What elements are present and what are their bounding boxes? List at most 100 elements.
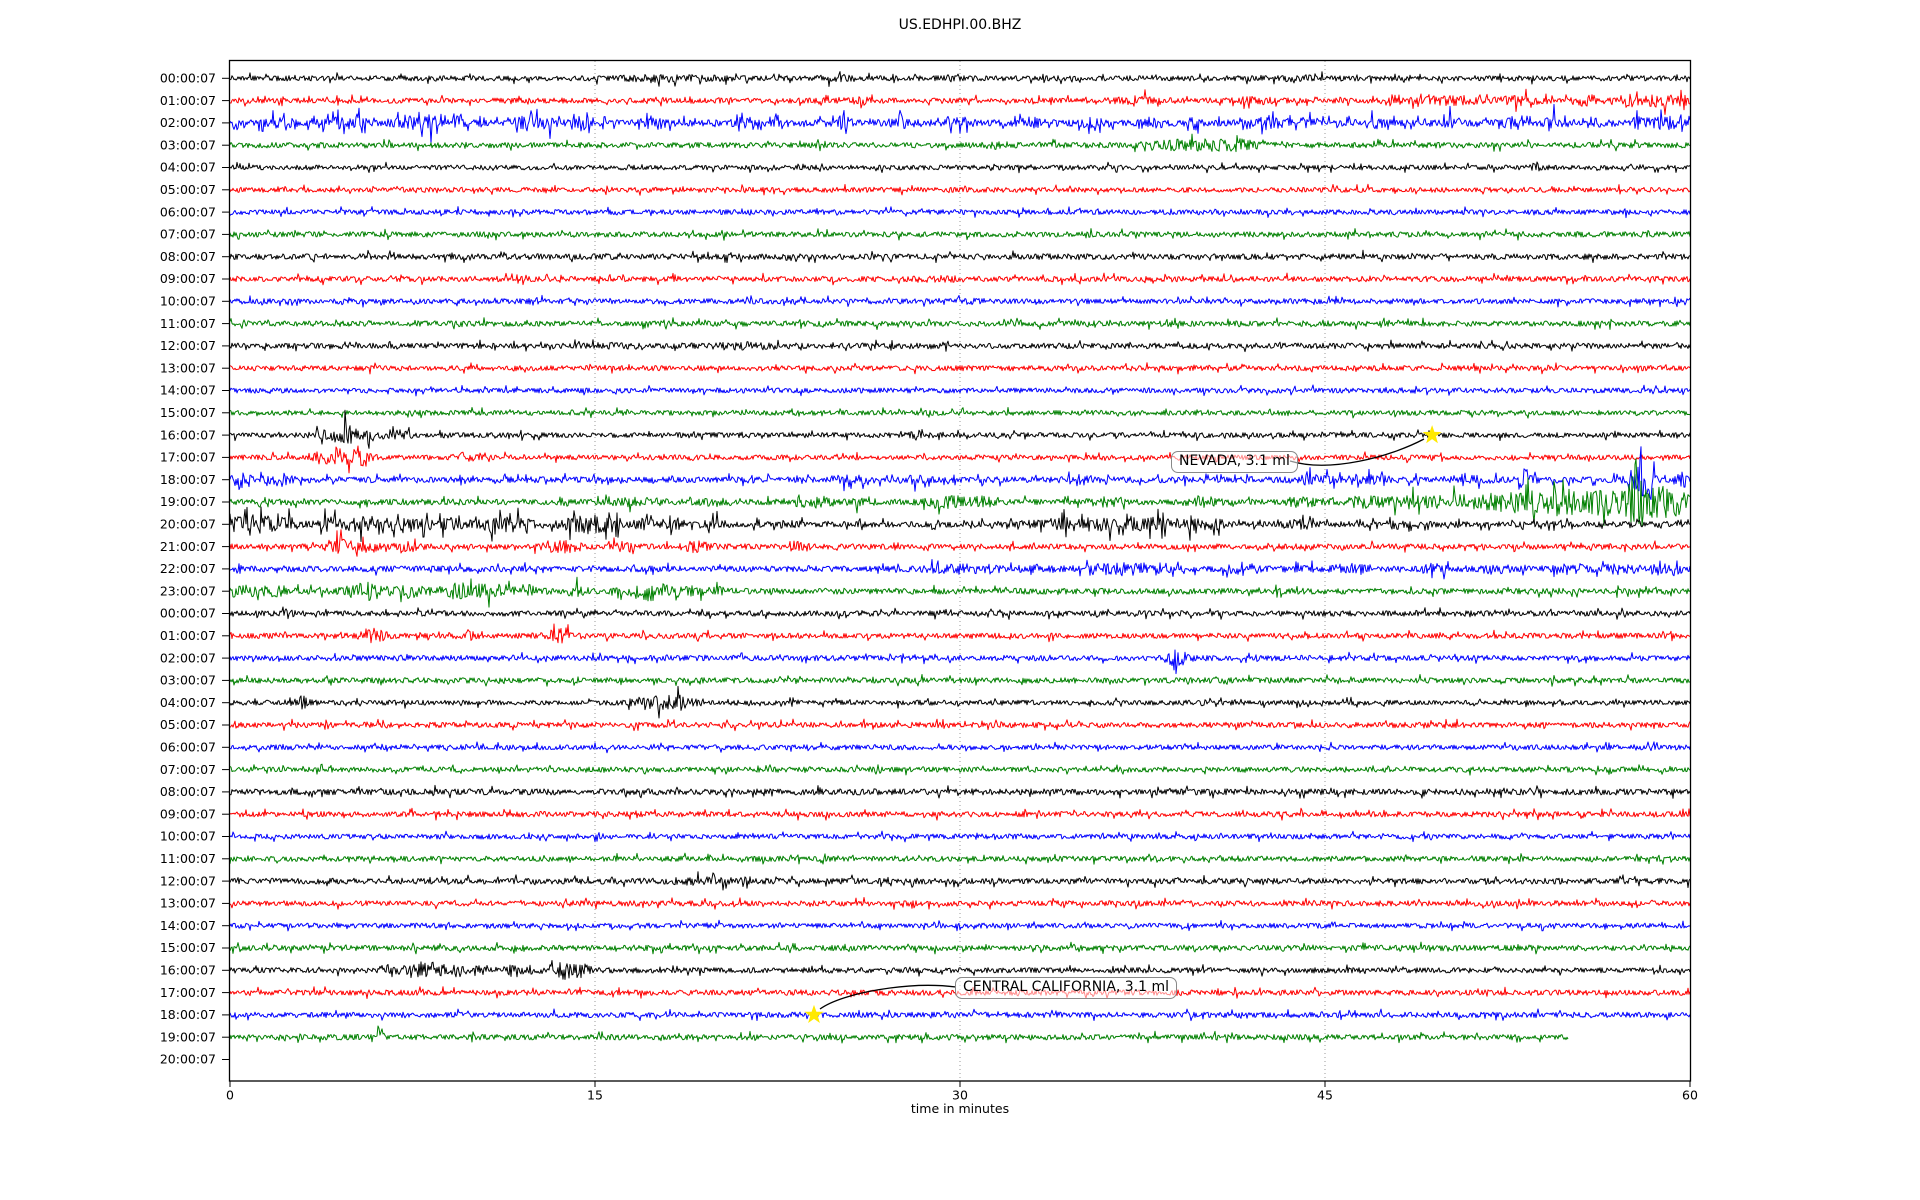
trace-row <box>229 228 1691 241</box>
trace-row <box>229 294 1691 308</box>
y-tick-label: 13:00:07 <box>160 360 216 375</box>
trace-row <box>229 741 1691 754</box>
y-tick-label: 05:00:07 <box>160 182 216 197</box>
y-tick-label: 04:00:07 <box>160 695 216 710</box>
trace-row <box>229 409 1691 449</box>
trace-row <box>229 206 1691 219</box>
x-tick-label: 0 <box>226 1088 234 1103</box>
y-tick-label: 16:00:07 <box>160 963 216 978</box>
y-tick-label: 09:00:07 <box>160 271 216 286</box>
y-tick-label: 22:00:07 <box>160 561 216 576</box>
x-tick-label: 30 <box>952 1088 968 1103</box>
y-tick-label: 21:00:07 <box>160 539 216 554</box>
y-tick-label: 19:00:07 <box>160 494 216 509</box>
trace-row <box>229 674 1691 687</box>
trace-row <box>229 807 1691 821</box>
chart-title: US.EDHPI.00.BHZ <box>898 17 1022 33</box>
y-tick-label: 00:00:07 <box>160 606 216 621</box>
trace-row <box>229 576 1691 608</box>
trace-row <box>229 506 1691 542</box>
event-annotation-nevada: NEVADA, 3.1 ml <box>1171 451 1298 473</box>
trace-row <box>229 960 1691 980</box>
trace-row <box>229 718 1691 732</box>
trace-row <box>229 133 1691 153</box>
trace-row <box>229 852 1691 865</box>
y-tick-label: 12:00:07 <box>160 338 216 353</box>
trace-row <box>229 919 1691 932</box>
trace-row <box>229 161 1691 174</box>
trace-row <box>229 249 1691 264</box>
y-tick-label: 12:00:07 <box>160 873 216 888</box>
trace-row <box>229 458 1691 527</box>
y-tick-label: 03:00:07 <box>160 137 216 152</box>
y-tick-label: 17:00:07 <box>160 450 216 465</box>
y-tick-label: 04:00:07 <box>160 160 216 175</box>
y-tick-label: 01:00:07 <box>160 628 216 643</box>
trace-row <box>229 529 1691 557</box>
y-tick-label: 18:00:07 <box>160 472 216 487</box>
y-tick-label: 00:00:07 <box>160 71 216 86</box>
y-tick-label: 05:00:07 <box>160 717 216 732</box>
trace-row <box>229 339 1691 353</box>
y-tick-label: 14:00:07 <box>160 918 216 933</box>
y-tick-label: 06:00:07 <box>160 204 216 219</box>
y-tick-label: 02:00:07 <box>160 115 216 130</box>
x-tick-label: 15 <box>587 1088 603 1103</box>
trace-row <box>229 88 1691 115</box>
y-tick-label: 18:00:07 <box>160 1007 216 1022</box>
y-tick-label: 13:00:07 <box>160 896 216 911</box>
trace-row <box>229 103 1691 144</box>
trace-row <box>229 272 1691 286</box>
y-tick-label: 08:00:07 <box>160 249 216 264</box>
y-tick-label: 14:00:07 <box>160 383 216 398</box>
y-tick-label: 03:00:07 <box>160 673 216 688</box>
trace-row <box>229 446 1691 500</box>
y-tick-label: 07:00:07 <box>160 227 216 242</box>
trace-row <box>229 384 1691 397</box>
event-annotation-central-california: CENTRAL CALIFORNIA, 3.1 ml <box>955 977 1178 999</box>
trace-row <box>229 763 1691 776</box>
y-tick-label: 15:00:07 <box>160 940 216 955</box>
trace-row <box>229 559 1691 580</box>
trace-row <box>229 897 1691 910</box>
y-tick-label: 02:00:07 <box>160 650 216 665</box>
y-tick-label: 09:00:07 <box>160 806 216 821</box>
annotation-connector <box>819 984 957 1010</box>
y-tick-label: 23:00:07 <box>160 583 216 598</box>
x-tick-label: 60 <box>1682 1088 1698 1103</box>
y-tick-label: 20:00:07 <box>160 1052 216 1067</box>
trace-row <box>229 407 1691 419</box>
trace-row <box>229 362 1691 375</box>
y-tick-label: 16:00:07 <box>160 427 216 442</box>
trace-row <box>229 871 1691 891</box>
event-star-icon <box>804 1004 824 1023</box>
x-axis-label: time in minutes <box>910 1101 1010 1116</box>
trace-row <box>229 685 1691 719</box>
x-tick-label: 45 <box>1317 1088 1333 1103</box>
y-tick-label: 11:00:07 <box>160 851 216 866</box>
trace-row <box>229 830 1691 843</box>
trace-row <box>229 649 1691 675</box>
y-tick-label: 10:00:07 <box>160 294 216 309</box>
trace-row <box>229 606 1691 620</box>
trace-row <box>229 71 1691 87</box>
y-tick-label: 07:00:07 <box>160 762 216 777</box>
trace-row <box>229 317 1691 330</box>
y-tick-label: 20:00:07 <box>160 517 216 532</box>
y-tick-label: 17:00:07 <box>160 985 216 1000</box>
y-tick-label: 01:00:07 <box>160 93 216 108</box>
trace-row <box>229 1008 1691 1022</box>
trace-row <box>229 784 1691 799</box>
trace-row <box>229 1025 1569 1044</box>
y-tick-label: 11:00:07 <box>160 316 216 331</box>
y-tick-label: 08:00:07 <box>160 784 216 799</box>
annotation-connector <box>1289 438 1425 466</box>
y-tick-label: 06:00:07 <box>160 740 216 755</box>
y-tick-label: 15:00:07 <box>160 405 216 420</box>
y-tick-label: 10:00:07 <box>160 829 216 844</box>
trace-row <box>229 623 1691 644</box>
y-tick-label: 19:00:07 <box>160 1029 216 1044</box>
trace-row <box>229 445 1691 474</box>
